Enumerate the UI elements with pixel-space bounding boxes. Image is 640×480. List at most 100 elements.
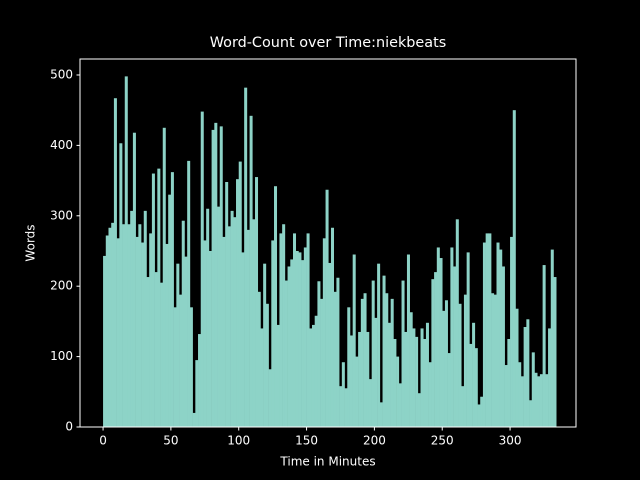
bar xyxy=(352,254,356,427)
bar xyxy=(499,249,503,427)
y-tick-label: 400 xyxy=(50,138,73,152)
bar xyxy=(173,307,177,427)
bar xyxy=(436,247,440,427)
bar xyxy=(303,247,307,427)
plot-frame xyxy=(79,58,577,428)
bar xyxy=(236,179,240,427)
bar xyxy=(328,262,332,427)
bar xyxy=(122,224,126,427)
bar xyxy=(398,383,402,427)
bar xyxy=(444,300,448,427)
bar xyxy=(553,277,557,427)
bar xyxy=(274,186,278,427)
bar xyxy=(390,298,394,427)
bar xyxy=(322,238,326,427)
bar xyxy=(439,258,443,427)
bar xyxy=(510,236,514,427)
bar xyxy=(520,376,524,427)
bar xyxy=(461,386,465,427)
bar xyxy=(550,249,554,427)
bar xyxy=(189,307,193,427)
bar xyxy=(160,282,164,427)
bar xyxy=(374,317,378,427)
bar xyxy=(138,224,142,427)
bar xyxy=(263,263,267,427)
bar xyxy=(195,360,199,427)
bar xyxy=(222,236,226,427)
bar xyxy=(116,238,120,427)
bar xyxy=(534,372,538,427)
bar xyxy=(347,307,351,427)
bar xyxy=(409,312,413,427)
bar xyxy=(238,161,242,427)
bar xyxy=(423,338,427,427)
y-tick-label: 100 xyxy=(50,349,73,363)
bar xyxy=(265,303,269,427)
bar xyxy=(268,369,272,427)
bar xyxy=(431,279,435,427)
bar xyxy=(406,254,410,427)
bar xyxy=(132,132,136,427)
bar xyxy=(292,233,297,427)
bar xyxy=(428,362,432,427)
bar xyxy=(412,328,416,427)
x-axis-label: Time in Minutes xyxy=(279,455,375,469)
bar xyxy=(371,280,375,427)
bar xyxy=(488,233,492,427)
bar xyxy=(317,281,321,427)
bar xyxy=(276,324,280,427)
bar xyxy=(320,298,324,427)
bar xyxy=(246,229,250,427)
bar xyxy=(230,210,234,427)
bar xyxy=(401,280,405,427)
bar xyxy=(279,233,283,427)
y-axis-label: Words xyxy=(24,224,38,261)
bar xyxy=(512,110,516,427)
bar xyxy=(339,386,343,427)
bar xyxy=(382,275,386,427)
bar xyxy=(387,322,391,427)
bar xyxy=(366,331,370,427)
bar xyxy=(336,277,340,427)
y-tick-label: 200 xyxy=(50,279,73,293)
bar xyxy=(518,362,522,427)
bar xyxy=(184,256,188,427)
x-tick-label: 150 xyxy=(295,434,318,448)
bar xyxy=(244,87,248,427)
bar xyxy=(504,365,508,427)
bar xyxy=(325,189,329,427)
bar xyxy=(295,250,299,427)
bar xyxy=(417,393,421,427)
bar xyxy=(333,291,337,427)
bar xyxy=(306,233,310,427)
bar xyxy=(298,252,302,427)
bar xyxy=(537,376,541,427)
bar xyxy=(113,98,117,427)
bar xyxy=(135,236,139,427)
bar xyxy=(363,293,367,427)
bar xyxy=(287,266,291,427)
bar xyxy=(157,168,161,427)
bar xyxy=(219,126,223,427)
bar xyxy=(330,227,334,427)
bar xyxy=(217,206,221,427)
bar xyxy=(111,222,115,427)
bar xyxy=(360,298,364,427)
bar xyxy=(225,181,229,427)
bar xyxy=(415,336,419,427)
x-tick-label: 0 xyxy=(99,434,107,448)
bar xyxy=(249,115,253,427)
bar xyxy=(284,280,288,427)
bar xyxy=(545,374,549,427)
bar xyxy=(477,404,481,427)
bar xyxy=(531,352,535,427)
bar xyxy=(466,252,470,427)
bar xyxy=(472,322,476,427)
bar xyxy=(181,220,185,427)
bar xyxy=(170,172,174,427)
bar xyxy=(349,335,353,427)
bar xyxy=(214,122,218,427)
bar xyxy=(130,210,134,427)
bar xyxy=(206,208,210,427)
